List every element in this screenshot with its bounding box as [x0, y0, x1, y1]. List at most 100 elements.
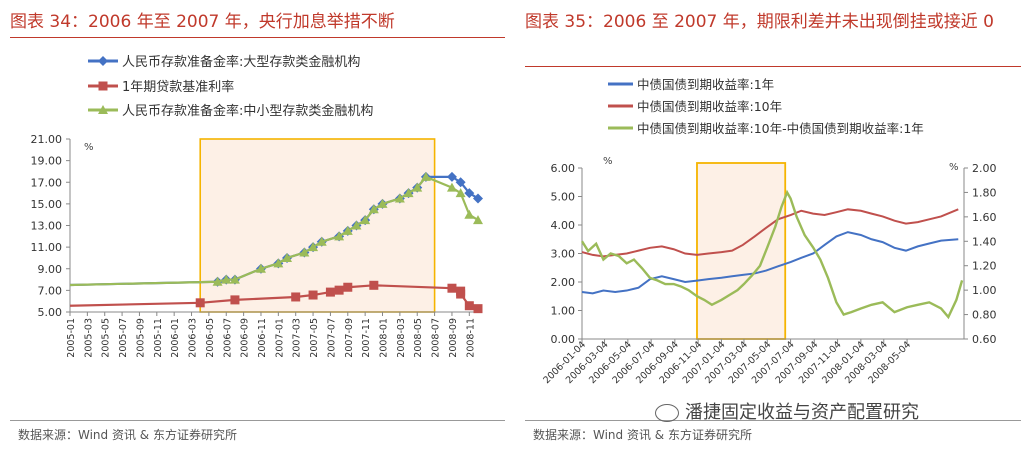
y-right-tick-label: 0.60: [972, 333, 997, 346]
data-point: [455, 188, 466, 198]
x-tick-label: 2006-09: [240, 318, 251, 358]
data-point: [403, 188, 414, 198]
data-point: [316, 236, 327, 246]
x-tick-label: 2008-07: [431, 318, 442, 358]
right-source-divider: [525, 420, 1021, 421]
data-point: [464, 209, 475, 219]
left-title-divider: [10, 37, 505, 38]
x-tick-label: 2006-03: [188, 318, 199, 358]
data-point: [334, 231, 345, 241]
highlight-box: [696, 162, 787, 340]
data-point: [291, 292, 301, 302]
data-point: [456, 289, 466, 299]
y-tick-label: 11.00: [31, 241, 63, 254]
y-left-tick-label: 0.00: [551, 333, 576, 346]
left-chart: 人民币存款准备金率:大型存款类金融机构 1年期贷款基准利率人民币存款准备金率:中小…: [31, 54, 483, 358]
data-point: [308, 290, 318, 300]
y-tick-label: 7.00: [38, 284, 63, 297]
data-point: [412, 182, 423, 192]
data-point: [420, 171, 431, 181]
y-right-tick-label: 1.60: [972, 211, 997, 224]
right-source-note: 数据来源：Wind 资讯 & 东方证券研究所: [533, 428, 752, 442]
y-left-tick-label: 5.00: [551, 191, 576, 204]
data-point: [377, 198, 388, 208]
series-line: [581, 208, 959, 258]
watermark-text: 潘捷固定收益与资产配置研究: [685, 402, 919, 423]
data-point: [343, 282, 353, 292]
y-left-tick-label: 3.00: [551, 248, 576, 261]
x-tick-label: 2007-11: [361, 318, 372, 358]
x-tick-label: 2007-09: [344, 318, 355, 358]
y-tick-label: 17.00: [31, 176, 63, 189]
legend-label: 1年期贷款基准利率: [122, 79, 234, 95]
data-point: [229, 274, 240, 284]
x-tick-label: 2006-05: [205, 318, 216, 358]
x-tick-label: 2005-07: [118, 318, 129, 358]
y-tick-label: 21.00: [31, 133, 63, 146]
right-chart-panel: 图表 35：2006 至 2007 年，期限利差并未出现倒挂或接近 0 中债国债…: [515, 0, 1031, 461]
data-point: [368, 204, 379, 214]
data-point: [446, 171, 457, 182]
x-tick-label: 2006-01: [170, 318, 181, 358]
x-tick-label: 2005-09: [135, 318, 146, 358]
data-point: [342, 225, 353, 235]
data-point: [212, 276, 223, 286]
y-axis-right-unit-label: %: [949, 162, 959, 173]
data-point: [473, 215, 483, 225]
x-tick-label: 2005-11: [153, 318, 164, 358]
watermark: 潘捷固定收益与资产配置研究: [655, 398, 919, 424]
data-point: [308, 242, 319, 252]
x-tick-label: 2008-05: [413, 318, 424, 358]
y-tick-label: 19.00: [31, 155, 63, 168]
data-point: [273, 258, 284, 268]
legend-label: 中债国债到期收益率:1年: [637, 77, 774, 92]
x-tick-label: 2005-05: [101, 318, 112, 358]
y-tick-label: 5.00: [38, 306, 63, 319]
y-left-tick-label: 6.00: [551, 162, 576, 175]
x-tick-label: 2007-05: [309, 318, 320, 358]
y-axis-left-unit-label: %: [603, 156, 613, 167]
data-point: [282, 252, 293, 262]
data-point: [230, 295, 240, 305]
legend-label: 人民币存款准备金率:中小型存款类金融机构: [122, 103, 373, 119]
series-line: [69, 175, 479, 287]
data-point: [394, 193, 405, 203]
wechat-icon: [655, 404, 679, 422]
data-point: [221, 274, 232, 284]
data-point: [195, 298, 205, 308]
x-tick-label: 2007-01: [274, 318, 285, 358]
data-point: [299, 247, 310, 257]
left-chart-title: 图表 34：2006 年至 2007 年，央行加息举措不断: [10, 12, 395, 32]
data-point: [334, 285, 344, 295]
right-chart: 中债国债到期收益率:1年中债国债到期收益率:10年中债国债到期收益率:10年-中…: [541, 77, 997, 386]
y-tick-label: 9.00: [38, 263, 63, 276]
legend-label: 中债国债到期收益率:10年: [637, 99, 782, 114]
data-point: [464, 301, 474, 311]
data-point: [351, 220, 362, 230]
y-left-tick-label: 2.00: [551, 276, 576, 289]
right-title-divider: [525, 66, 1021, 67]
data-point: [360, 215, 371, 225]
legend-swatch-marker: [98, 105, 108, 114]
y-tick-label: 15.00: [31, 198, 63, 211]
y-right-tick-label: 1.20: [972, 260, 997, 273]
right-chart-title: 图表 35：2006 至 2007 年，期限利差并未出现倒挂或接近 0: [525, 12, 994, 32]
y-right-tick-label: 2.00: [972, 162, 997, 175]
y-left-tick-label: 4.00: [551, 219, 576, 232]
legend-label: 人民币存款准备金率:大型存款类金融机构: [122, 54, 360, 70]
x-tick-label: 2007-03: [292, 318, 303, 358]
y-right-tick-label: 1.80: [972, 186, 997, 199]
series-line: [581, 231, 959, 295]
legend-label: 中债国债到期收益率:10年-中债国债到期收益率:1年: [637, 121, 924, 136]
y-right-tick-label: 1.00: [972, 284, 997, 297]
data-point: [473, 193, 483, 204]
legend-swatch-marker: [98, 56, 108, 66]
x-tick-label: 2006-07: [222, 318, 233, 358]
x-tick-label: 2008-03: [396, 318, 407, 358]
x-tick-label: 2005-01: [66, 318, 77, 358]
x-tick-label: 2008-11: [465, 318, 476, 358]
data-point: [325, 287, 335, 297]
series-line: [580, 189, 964, 320]
data-point: [473, 304, 483, 314]
y-tick-label: 13.00: [31, 220, 63, 233]
